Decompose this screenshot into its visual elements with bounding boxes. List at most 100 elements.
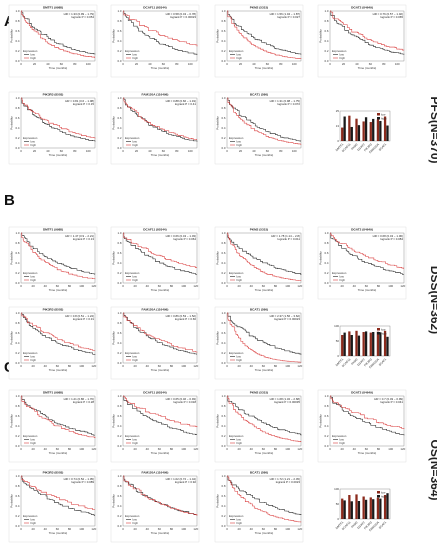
km-xlabel: Time (months) bbox=[255, 153, 274, 157]
km-y-tick: 0.6 bbox=[221, 116, 225, 120]
km-plot-area bbox=[20, 475, 96, 527]
km-x-tick: 20 bbox=[238, 527, 242, 531]
km-curve-low bbox=[123, 395, 197, 435]
bar-high bbox=[350, 126, 353, 141]
km-title: PIK3R3 (8503) bbox=[43, 93, 64, 97]
km-x-tick: 60 bbox=[56, 527, 60, 531]
km-legend-low: low bbox=[133, 52, 138, 56]
bar-low bbox=[355, 494, 358, 519]
bar-high bbox=[357, 335, 361, 356]
km-legend-high: high bbox=[340, 441, 346, 445]
bar-high bbox=[372, 499, 375, 519]
side-label-pfs: PFS(N=370) bbox=[428, 96, 437, 163]
km-plot-area bbox=[226, 312, 302, 364]
bar-high bbox=[372, 332, 375, 356]
km-plot-area bbox=[122, 475, 198, 527]
bar-category-label: PKM2 bbox=[350, 520, 359, 529]
km-x-tick: 20 bbox=[238, 364, 242, 368]
km-x-tick: 60 bbox=[60, 149, 64, 153]
km-plot-area bbox=[20, 395, 96, 447]
km-plot-area bbox=[226, 232, 302, 284]
km-plot-area bbox=[20, 312, 96, 364]
km-y-tick: 0.2 bbox=[324, 434, 328, 438]
km-y-tick: 0.0 bbox=[117, 361, 121, 365]
km-y-tick: 0.8 bbox=[221, 404, 225, 408]
km-y-tick: 0.8 bbox=[324, 404, 328, 408]
bar-category-label: FAM120A bbox=[368, 357, 380, 369]
km-legend-high: high bbox=[31, 521, 37, 525]
km-x-tick: 20 bbox=[33, 62, 37, 66]
km-x-tick: 100 bbox=[188, 62, 193, 66]
km-x-tick: 20 bbox=[134, 447, 138, 451]
km-logrank-text: logrank P = 0.027 bbox=[277, 15, 300, 19]
km-x-tick: 40 bbox=[46, 62, 50, 66]
km-legend-low: low bbox=[31, 437, 36, 441]
km-y-tick: 0.2 bbox=[15, 514, 19, 518]
km-x-tick: 0 bbox=[226, 149, 228, 153]
km-title: BCAT1 (586) bbox=[250, 471, 268, 475]
km-y-tick: 1.0 bbox=[117, 9, 121, 13]
km-x-tick: 20 bbox=[341, 284, 345, 288]
km-y-tick: 0.2 bbox=[15, 136, 19, 140]
km-x-tick: 20 bbox=[238, 284, 242, 288]
km-x-tick: 60 bbox=[266, 62, 270, 66]
bar-category-label: DGAT2 bbox=[356, 357, 366, 367]
km-x-tick: 60 bbox=[262, 284, 266, 288]
km-x-tick: 100 bbox=[86, 62, 91, 66]
km-y-tick: 1.0 bbox=[324, 9, 328, 13]
bar-high bbox=[386, 125, 389, 141]
km-x-tick: 80 bbox=[73, 149, 77, 153]
km-x-tick: 40 bbox=[355, 62, 359, 66]
km-y-tick: 0.2 bbox=[221, 351, 225, 355]
km-title: DMTF1 (9988) bbox=[43, 6, 63, 10]
km-x-tick: 0 bbox=[20, 62, 22, 66]
km-hr-text: HR = 0.81 (0.6 − 1.08) bbox=[65, 99, 94, 103]
km-x-tick: 120 bbox=[91, 364, 96, 368]
km-y-tick: 0.0 bbox=[221, 444, 225, 448]
km-x-tick: 20 bbox=[239, 149, 243, 153]
km-frame bbox=[110, 389, 200, 463]
km-x-tick: 40 bbox=[146, 284, 150, 288]
km-y-tick: 0.0 bbox=[15, 361, 19, 365]
km-y-tick: 0.4 bbox=[15, 341, 19, 345]
km-x-tick: 20 bbox=[238, 447, 242, 451]
km-x-tick: 120 bbox=[193, 527, 198, 531]
km-y-tick: 0.6 bbox=[221, 331, 225, 335]
km-x-tick: 100 bbox=[79, 447, 84, 451]
km-x-tick: 60 bbox=[262, 447, 266, 451]
km-y-tick: 0.2 bbox=[15, 271, 19, 275]
km-curve-low bbox=[123, 97, 198, 142]
bar-low bbox=[376, 497, 380, 519]
km-logrank-text: logrank P = 0.13 bbox=[73, 237, 94, 241]
bar-y-tick: 50 bbox=[336, 339, 340, 343]
km-y-tick: 0.4 bbox=[221, 126, 225, 130]
km-legend-title: Expression bbox=[229, 434, 244, 438]
km-xlabel: Time (months) bbox=[255, 66, 274, 70]
km-x-tick: 80 bbox=[68, 284, 72, 288]
km-y-tick: 1.0 bbox=[117, 96, 121, 100]
km-plot-area bbox=[122, 97, 198, 149]
km-y-tick: 0.8 bbox=[117, 484, 121, 488]
km-curve-low bbox=[330, 10, 405, 55]
km-x-tick: 40 bbox=[44, 364, 48, 368]
bar-low bbox=[383, 116, 387, 141]
km-x-tick: 20 bbox=[135, 62, 139, 66]
km-curve-low bbox=[227, 10, 302, 55]
km-plot-area bbox=[329, 232, 405, 284]
km-x-tick: 80 bbox=[175, 149, 179, 153]
bar-low bbox=[369, 332, 372, 356]
km-y-tick: 0.8 bbox=[15, 106, 19, 110]
km-legend-title: Expression bbox=[125, 351, 140, 355]
km-legend-title: Expression bbox=[332, 271, 347, 275]
km-y-tick: 0.8 bbox=[221, 321, 225, 325]
km-y-tick: 0.6 bbox=[324, 251, 328, 255]
km-logrank-text: logrank P = 0.065 bbox=[380, 15, 403, 19]
km-frame bbox=[214, 226, 304, 300]
km-x-tick: 20 bbox=[134, 284, 138, 288]
km-y-tick: 0.4 bbox=[221, 504, 225, 508]
km-legend-high: high bbox=[237, 56, 243, 60]
km-hr-text: HR = 2.37 (1.56 − 3.62) bbox=[270, 314, 300, 318]
km-hr-text: HR = 1.68 (1.32 − 2.68) bbox=[270, 397, 300, 401]
km-y-tick: 0.2 bbox=[117, 271, 121, 275]
km-y-tick: 0.4 bbox=[15, 424, 19, 428]
